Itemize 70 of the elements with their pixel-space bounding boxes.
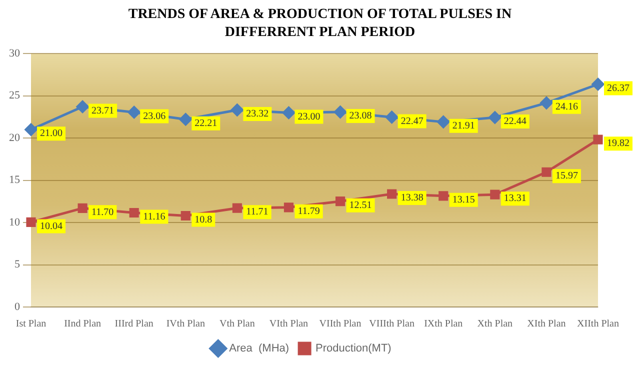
data-label: 23.06 (143, 110, 166, 122)
x-tick-label: VIIIth Plan (369, 318, 414, 330)
data-label: 26.37 (607, 82, 630, 94)
point (592, 78, 604, 91)
y-tick-label: 20 (9, 132, 20, 144)
y-tick-label: 0 (14, 300, 20, 313)
chart-title: TRENDS OF AREA & PRODUCTION OF TOTAL PULSES IN DIFFERRENT PLAN PERIOD (127, 6, 513, 42)
data-label: 23.71 (92, 105, 114, 116)
point (230, 104, 244, 116)
data-label: 15.97 (555, 170, 578, 182)
point (282, 106, 295, 119)
point (437, 116, 450, 128)
y-tick-label: 30 (9, 47, 20, 60)
legend-label: Area (MHa) (229, 342, 290, 355)
point (180, 210, 190, 221)
data-label: 13.38 (400, 192, 424, 204)
data-label: 21.91 (452, 120, 475, 132)
point (386, 110, 398, 124)
x-tick-label: Ist Plan (16, 318, 46, 330)
data-label: 10.8 (194, 214, 212, 226)
x-tick-label: XIIth Plan (577, 318, 619, 330)
y-tick-label: 25 (9, 90, 20, 102)
point (284, 202, 294, 212)
point (387, 189, 397, 199)
x-tick-label: IVth Plan (166, 318, 205, 330)
y-tick-label: 15 (9, 174, 20, 186)
point (488, 111, 502, 124)
data-label: 22.21 (194, 118, 218, 130)
x-tick-label: VIIth Plan (319, 318, 362, 330)
x-tick-label: VIth Plan (269, 318, 308, 330)
point (490, 190, 500, 200)
y-tick-label: 10 (9, 216, 20, 228)
data-label: 21.00 (40, 128, 62, 140)
data-label: 23.08 (349, 110, 372, 122)
point (78, 203, 88, 213)
data-label: 23.32 (246, 108, 269, 120)
data-label: 22.44 (504, 116, 526, 128)
data-label: 12.51 (349, 200, 372, 211)
data-label: 24.16 (555, 102, 578, 113)
point (129, 208, 139, 218)
data-label: 13.31 (504, 193, 526, 204)
data-label: 19.82 (607, 138, 630, 150)
legend-label: Production(MT) (316, 342, 392, 355)
data-label: 13.15 (452, 194, 475, 206)
x-tick-label: Xth Plan (477, 318, 513, 330)
point (542, 167, 552, 177)
point (593, 134, 603, 144)
x-tick-label: XIth Plan (527, 318, 566, 330)
data-label: 10.04 (40, 220, 62, 232)
data-label: 22.47 (400, 116, 424, 127)
data-label: 11.79 (298, 206, 320, 218)
x-tick-label: IIIrd Plan (114, 318, 154, 330)
data-label: 23.00 (298, 111, 320, 122)
point (26, 217, 36, 227)
data-label: 11.16 (143, 211, 166, 222)
x-tick-label: IInd Plan (64, 318, 102, 330)
point (179, 113, 192, 126)
x-tick-label: Vth Plan (220, 318, 255, 330)
point (334, 106, 347, 118)
point (438, 191, 448, 201)
y-tick-label: 5 (14, 258, 20, 271)
point (128, 106, 140, 118)
point (24, 123, 38, 136)
data-label: 11.70 (92, 206, 114, 218)
point (76, 100, 89, 113)
point (540, 96, 553, 110)
data-label: 11.71 (246, 206, 268, 218)
point (232, 203, 242, 213)
point (335, 196, 346, 206)
x-tick-label: IXth Plan (424, 318, 463, 330)
